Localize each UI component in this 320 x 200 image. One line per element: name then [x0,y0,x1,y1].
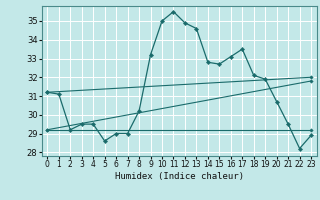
X-axis label: Humidex (Indice chaleur): Humidex (Indice chaleur) [115,172,244,181]
